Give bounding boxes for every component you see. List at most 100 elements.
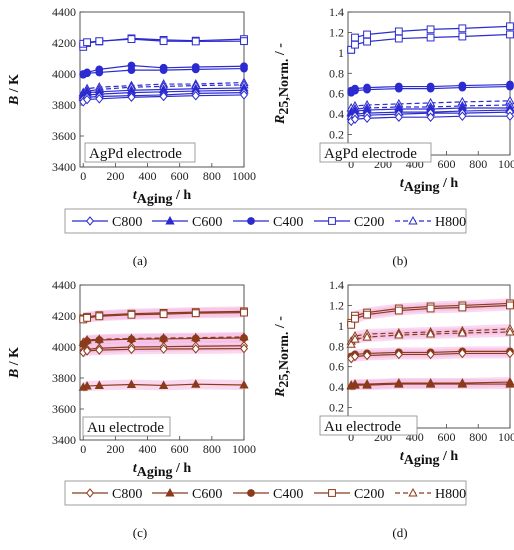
data-point	[505, 348, 514, 359]
data-point	[458, 111, 467, 121]
x-tick-label: 0	[80, 442, 86, 456]
y-tick-label: 1	[338, 319, 344, 333]
y-tick-label: 0.8	[329, 66, 344, 80]
y-tick-label: 1.2	[329, 298, 344, 312]
data-point	[159, 37, 168, 46]
y-axis-label: B / K	[7, 347, 22, 379]
data-point	[240, 37, 248, 46]
plot-frame	[79, 284, 245, 441]
data-point	[363, 113, 372, 124]
data-point	[458, 348, 467, 359]
data-point	[191, 379, 201, 388]
x-axis-label: tAging / h	[400, 176, 459, 195]
data-point	[458, 83, 467, 92]
data-point	[350, 334, 360, 343]
data-point	[458, 303, 467, 312]
legend-marker	[85, 216, 95, 226]
data-point	[426, 33, 435, 42]
data-point	[426, 304, 435, 313]
data-point	[191, 309, 200, 318]
data-point	[351, 314, 359, 323]
y-tick-label: 1.2	[329, 25, 344, 39]
y-tick-label: 3600	[52, 129, 76, 143]
data-point	[351, 33, 359, 42]
data-point	[159, 335, 168, 343]
data-point	[159, 66, 168, 75]
annotation-label: AgPd electrode	[89, 146, 182, 162]
x-tick-label: 200	[106, 169, 124, 183]
series-band	[351, 300, 510, 330]
y-axis-label: R25,Norm. / -	[273, 316, 292, 398]
legend-marker	[328, 217, 336, 225]
legend-label: C600	[192, 215, 222, 230]
data-point	[159, 310, 168, 319]
data-point	[83, 346, 92, 356]
data-point	[351, 86, 359, 95]
x-tick-label: 600	[437, 430, 455, 444]
y-tick-label: 3600	[52, 402, 76, 416]
data-point	[363, 310, 371, 319]
x-tick-label: 1000	[498, 430, 514, 444]
data-point	[83, 38, 91, 47]
y-tick-label: 4200	[52, 36, 76, 50]
data-point	[158, 380, 169, 389]
x-tick-label: 0	[80, 169, 86, 183]
data-point	[394, 27, 403, 36]
y-tick-label: 1.4	[329, 5, 344, 19]
data-point	[426, 112, 435, 122]
x-tick-label: 200	[106, 442, 124, 456]
data-point	[394, 112, 403, 122]
data-point	[363, 30, 371, 39]
panel-d: 0200400600800100000.20.40.60.811.21.4tAg…	[273, 278, 514, 540]
x-tick-label: 0	[348, 430, 354, 444]
annotation-box	[319, 415, 418, 436]
data-point	[159, 91, 168, 102]
y-tick-label: 3400	[52, 160, 76, 174]
legend-label: C800	[112, 487, 142, 502]
y-tick-label: 0.6	[329, 360, 344, 374]
data-point	[350, 380, 360, 389]
data-point	[394, 84, 403, 93]
x-tick-label: 600	[171, 169, 189, 183]
data-point	[240, 64, 248, 73]
x-axis-label: tAging / h	[133, 188, 192, 207]
data-point	[191, 37, 200, 46]
data-point	[83, 313, 91, 322]
data-point	[425, 328, 436, 338]
y-tick-label: 0.8	[329, 339, 344, 353]
data-point	[425, 379, 436, 388]
legend-label: C400	[273, 215, 303, 230]
y-tick-label: 1.4	[329, 278, 344, 292]
x-tick-label: 600	[437, 157, 455, 171]
legend-label: C200	[354, 215, 384, 230]
data-point	[191, 65, 200, 74]
data-point	[191, 344, 200, 354]
annotation-label: AgPd electrode	[324, 146, 417, 162]
x-tick-label: 1000	[498, 157, 514, 171]
x-tick-label: 800	[469, 157, 487, 171]
x-tick-label: 0	[348, 157, 354, 171]
annotation-label: Au electrode	[87, 420, 164, 436]
legend-label: C800	[112, 215, 142, 230]
data-point	[363, 37, 371, 46]
data-point	[159, 344, 168, 354]
x-tick-label: 600	[171, 442, 189, 456]
legend-au: C800 C600 C400 C200 H800	[64, 480, 467, 506]
data-point	[239, 90, 249, 100]
legend-marker	[408, 487, 418, 497]
data-point	[83, 94, 92, 105]
data-point	[394, 349, 403, 360]
data-point	[458, 24, 467, 33]
data-point	[506, 301, 514, 310]
y-tick-label: 1	[338, 46, 344, 60]
legend-marker	[165, 487, 175, 497]
data-point	[127, 92, 136, 103]
x-tick-label: 800	[203, 442, 221, 456]
data-point	[363, 350, 372, 361]
data-point	[505, 111, 514, 121]
data-point	[239, 343, 249, 354]
panel-c: 0 200 400 600 800 1000 3400 3600 3800 4000 4200 440…	[7, 278, 256, 540]
x-tick-label: 400	[139, 442, 157, 456]
data-point	[350, 114, 360, 125]
data-point	[346, 339, 356, 348]
